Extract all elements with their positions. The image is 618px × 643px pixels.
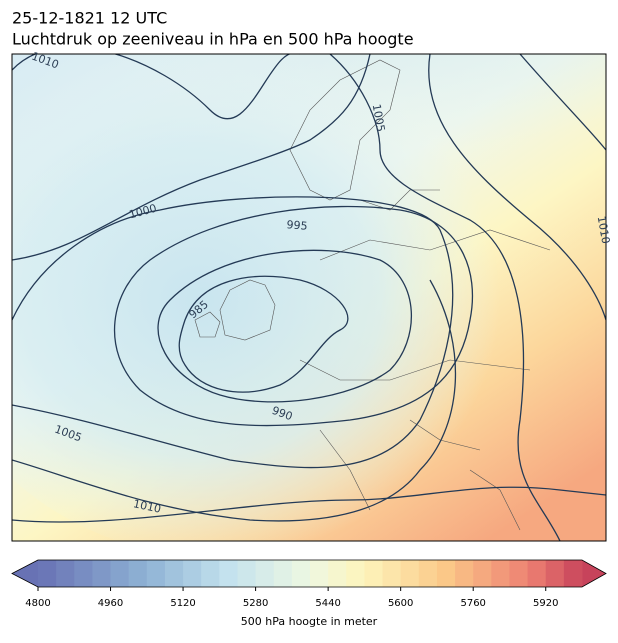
- isobar: [12, 279, 457, 522]
- isobar: [329, 54, 561, 541]
- colorbar-label: 500 hPa hoogte in meter: [241, 615, 378, 628]
- colorbar-segment: [38, 560, 57, 587]
- isobar: [12, 54, 300, 120]
- colorbar-segment: [237, 560, 257, 587]
- colorbar-extend: [12, 560, 38, 587]
- colorbar-segment: [74, 560, 93, 587]
- colorbar-segment: [291, 560, 311, 587]
- colorbar-frame: [11, 559, 607, 588]
- isobar: [157, 249, 413, 403]
- colorbar-tick-label: 5920: [533, 598, 558, 609]
- isobar: [12, 486, 606, 523]
- coastline: [194, 59, 551, 531]
- colorbar-tick-label: 5440: [315, 598, 340, 609]
- colorbar-segment: [509, 560, 529, 587]
- isobar: [113, 205, 474, 427]
- isobar: [519, 54, 606, 151]
- colorbar-segment: [545, 560, 565, 587]
- colorbar-segment: [183, 560, 202, 587]
- colorbar: 4800 4960 5120 5280 5440 5600 5760 5920: [11, 559, 607, 609]
- colorbar-tick-label: 5280: [243, 598, 268, 609]
- colorbar-segment: [164, 560, 184, 587]
- colorbar-segment: [527, 560, 547, 587]
- colorbar-segment: [346, 560, 365, 587]
- colorbar-segment: [310, 560, 329, 587]
- colorbar-segment: [436, 560, 456, 587]
- isobar-label: 1010: [595, 215, 613, 245]
- isobar: [12, 54, 371, 261]
- colorbar-tick-label: 5120: [170, 598, 195, 609]
- colorbar-tick-label: 5600: [388, 598, 413, 609]
- isobar: [428, 54, 606, 321]
- height-field: [130, 54, 606, 280]
- colorbar-segment: [418, 560, 438, 587]
- colorbar-segment: [92, 560, 112, 587]
- colorbar-segment: [328, 560, 347, 587]
- subtitle: Luchtdruk op zeeniveau in hPa en 500 hPa…: [12, 30, 414, 49]
- map: [12, 54, 606, 541]
- colorbar-segment: [473, 560, 492, 587]
- colorbar-tick-label: 4960: [98, 598, 123, 609]
- colorbar-segment: [219, 560, 238, 587]
- colorbar-segment: [255, 560, 275, 587]
- colorbar-segment: [455, 560, 474, 587]
- colorbar-segment: [563, 560, 583, 587]
- isobar: [178, 275, 349, 393]
- colorbar-segment: [364, 560, 384, 587]
- colorbar-segment: [273, 560, 293, 587]
- colorbar-segment: [382, 560, 402, 587]
- colorbar-segment: [128, 560, 148, 587]
- map-frame: [11, 53, 607, 542]
- isobar-label: 995: [286, 218, 308, 233]
- colorbar-tick-label: 4800: [25, 598, 50, 609]
- isobar: [12, 196, 454, 469]
- title: 25-12-1821 12 UTC: [12, 9, 167, 28]
- colorbar-segment: [56, 560, 75, 587]
- colorbar-segment: [146, 560, 166, 587]
- isobar-label: 1010: [132, 497, 162, 516]
- colorbar-segment: [201, 560, 220, 587]
- colorbar-segment: [400, 560, 420, 587]
- colorbar-extend: [582, 560, 606, 587]
- colorbar-tick-label: 5760: [460, 598, 485, 609]
- isobar-label: 1005: [370, 103, 388, 133]
- colorbar-segment: [491, 560, 510, 587]
- colorbar-segment: [110, 560, 130, 587]
